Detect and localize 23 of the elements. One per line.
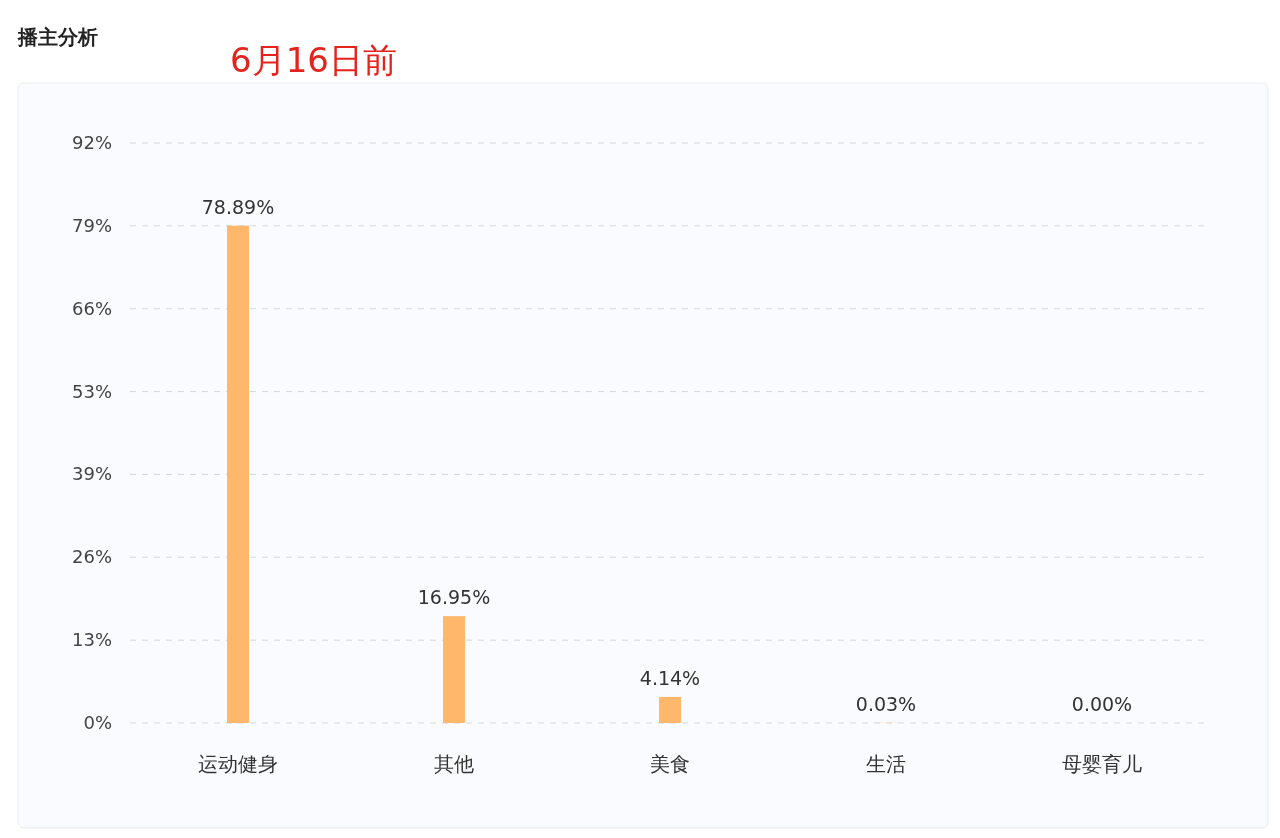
y-tick-label: 92% — [71, 132, 112, 153]
y-tick-label: 53% — [71, 380, 112, 402]
x-tick-label: 母婴育儿 — [1062, 752, 1142, 776]
data-label: 78.89% — [201, 195, 275, 218]
bar — [659, 696, 681, 723]
y-tick-label: 0% — [83, 712, 112, 733]
x-tick-label: 美食 — [650, 752, 690, 776]
y-tick-label: 79% — [71, 214, 112, 236]
data-label: 16.95% — [417, 586, 491, 609]
x-tick-label: 运动健身 — [198, 752, 278, 776]
data-label: 4.14% — [639, 666, 701, 689]
chart-title: 播主分析 — [17, 25, 98, 49]
y-tick-label: 26% — [71, 546, 112, 568]
y-tick-label: 13% — [71, 629, 112, 651]
y-tick-label: 66% — [71, 297, 112, 319]
x-tick-label: 生活 — [866, 752, 906, 776]
y-tick-label: 39% — [71, 463, 112, 485]
x-tick-label: 其他 — [434, 752, 474, 776]
data-label: 0.00% — [1071, 693, 1133, 715]
chart-subtitle: 6月16日前 — [230, 40, 397, 80]
bar — [443, 616, 465, 723]
data-label: 0.03% — [855, 692, 917, 715]
bar — [227, 225, 249, 723]
